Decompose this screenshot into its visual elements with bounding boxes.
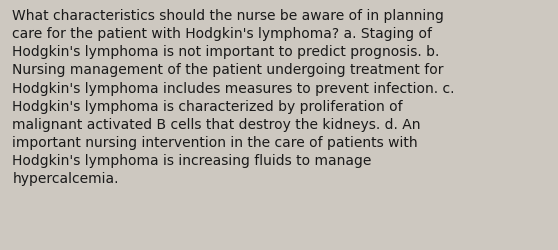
Text: What characteristics should the nurse be aware of in planning
care for the patie: What characteristics should the nurse be… <box>12 9 455 186</box>
